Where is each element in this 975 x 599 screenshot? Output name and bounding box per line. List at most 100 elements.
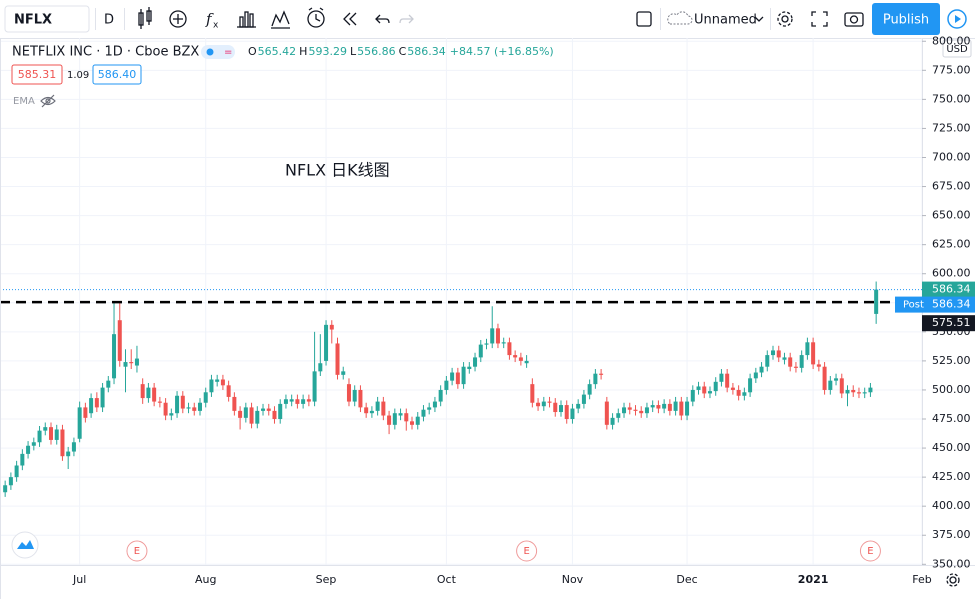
candle-body (14, 465, 19, 478)
candle-body (312, 371, 317, 402)
layout-name[interactable]: Unnamed (694, 13, 757, 28)
interval[interactable]: D (104, 13, 114, 28)
candle-body (513, 355, 518, 358)
indicator-name[interactable]: EMA (13, 96, 35, 107)
y-tick-label: 350.00 (932, 557, 971, 570)
candle-body (203, 392, 208, 403)
candle-body (421, 409, 426, 417)
alert-icon[interactable] (307, 7, 325, 28)
replay-chart-icon[interactable] (271, 10, 290, 29)
candle-body (656, 405, 661, 409)
templates-icon[interactable] (237, 11, 256, 28)
candle-body (278, 403, 283, 420)
last-price-tag (922, 281, 975, 298)
ohlc-value: 586.34 (407, 45, 446, 58)
candle-body (140, 384, 145, 399)
candle-body (725, 373, 730, 388)
candle-body (318, 363, 323, 372)
layout-menu-chevron[interactable] (754, 16, 764, 22)
candle-body (644, 407, 649, 414)
candle-body (845, 389, 850, 394)
publish-button[interactable] (872, 3, 940, 35)
candle-body (478, 344, 483, 358)
symbol[interactable]: NFLX (14, 13, 52, 28)
bid-box[interactable] (11, 64, 63, 85)
candle-body (490, 328, 495, 344)
candle-body (301, 399, 306, 404)
cloud-icon (667, 11, 693, 25)
axis-settings-icon[interactable] (946, 573, 960, 587)
candle-body (381, 401, 386, 416)
snapshot-icon[interactable] (844, 12, 864, 27)
candle-body (197, 402, 202, 411)
candle-body (146, 387, 151, 399)
candle-body (707, 391, 712, 394)
candle-body (536, 402, 541, 407)
candle-body (713, 381, 718, 392)
candle-body (507, 342, 512, 356)
x-tick-label: Dec (676, 573, 697, 586)
indicators-icon[interactable]: f (205, 10, 214, 28)
settings-icon[interactable] (777, 11, 793, 27)
candle-body (226, 385, 231, 397)
indicators-icon-sub: x (213, 21, 219, 31)
candle-body (771, 350, 776, 356)
candle-body (518, 357, 523, 361)
fullscreen-icon[interactable] (811, 11, 828, 27)
play-button[interactable] (947, 9, 967, 29)
candle-body (467, 366, 472, 370)
candle-body (753, 372, 758, 379)
ask: 586.40 (98, 68, 137, 81)
candle-body (117, 320, 122, 361)
candle-body (243, 407, 248, 418)
candle-body (776, 350, 781, 358)
redo-icon[interactable] (399, 14, 414, 24)
post-tag-label: Post (903, 300, 924, 311)
candle-body (742, 392, 747, 396)
candle-body (484, 343, 489, 345)
candle-body (157, 401, 162, 403)
candle-body (685, 401, 690, 416)
ohlc-prefix: C (399, 45, 407, 58)
legend-ohlc: O 565.42 H 593.29 L 556.86 C 586.34 +84.57 (+16.… (248, 45, 554, 58)
logo-shape (17, 540, 34, 549)
candle-body (587, 384, 592, 395)
earnings-marker (516, 540, 538, 562)
candle-body (289, 399, 294, 402)
earnings-label: E (867, 546, 873, 557)
candle-body (410, 421, 415, 425)
ohlc-prefix: O (248, 45, 257, 58)
candle-body (667, 403, 672, 411)
spread: 1.09 (67, 70, 89, 81)
x-tick-label: Jul (72, 573, 86, 586)
candle-body (856, 392, 861, 394)
ask-box[interactable] (92, 64, 142, 85)
candle-body (31, 442, 36, 446)
candle-body (730, 387, 735, 390)
undo-icon[interactable] (375, 14, 390, 24)
currency-box[interactable] (942, 39, 972, 58)
candle-type-icon[interactable] (138, 7, 152, 29)
compare-icon[interactable] (169, 10, 187, 28)
candle-body (112, 334, 117, 379)
publish-label[interactable]: Publish (883, 13, 929, 28)
candle-body (261, 408, 266, 411)
symbol-box[interactable] (4, 5, 90, 33)
bid: 585.31 (18, 68, 57, 81)
ohlc-value: 565.42 (258, 45, 297, 58)
earnings-marker (126, 540, 148, 562)
candle-body (306, 399, 311, 402)
select-checkbox[interactable] (636, 11, 652, 27)
candle-body (599, 373, 604, 375)
chart (0, 38, 923, 565)
hide-indicator-icon[interactable] (40, 94, 56, 108)
candle-body (765, 355, 770, 367)
candle-body (398, 413, 403, 416)
candle-body (364, 407, 369, 414)
ohlc-prefix: L (350, 45, 357, 58)
candle-body (690, 389, 695, 402)
candle-body (335, 343, 340, 375)
rewind-icon[interactable] (343, 12, 357, 26)
candle-body (134, 358, 139, 366)
y-tick-label: 425.00 (932, 470, 971, 483)
